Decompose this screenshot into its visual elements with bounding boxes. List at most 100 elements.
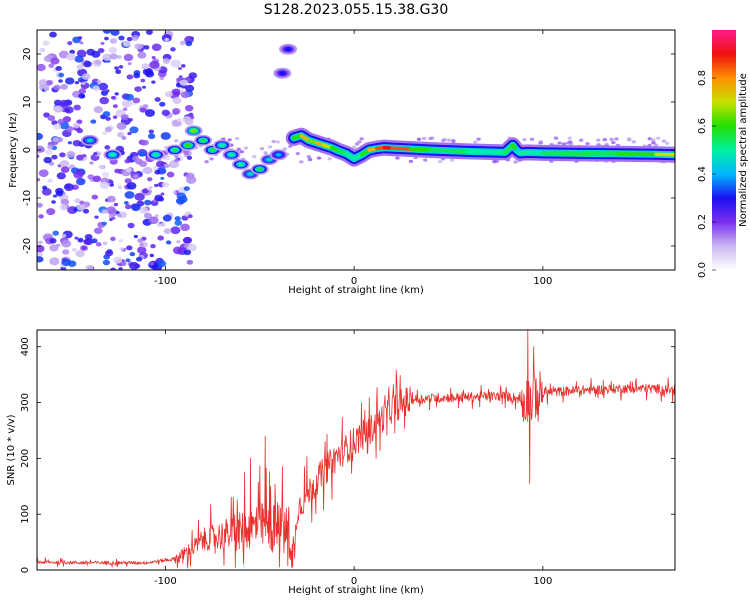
snr-series-line [37, 330, 675, 569]
spectrogram-speckle [105, 116, 111, 121]
spectrogram-speckle [168, 160, 180, 169]
spectrogram-halo [529, 137, 535, 141]
spectrogram-speckle [106, 195, 116, 203]
spectrogram-speckle [57, 118, 65, 125]
spectrogram-halo [204, 160, 209, 164]
spectrogram-speckle [182, 236, 192, 244]
spectrogram-speckle [141, 63, 150, 70]
spectrogram-speckle [66, 151, 76, 158]
spectrogram-halo [275, 140, 280, 144]
spectrogram-x-tick: 100 [533, 30, 552, 287]
spectrogram-speckle [187, 214, 193, 219]
spectrogram-y-tick-label: 0 [22, 147, 33, 153]
spectrogram-speckle [147, 133, 156, 140]
spectrogram-speckle [75, 250, 85, 258]
spectrogram-speckle [147, 177, 153, 182]
spectrogram-speckle [74, 55, 84, 63]
spectrogram-y-axis: -20 -10 0 10 20 [22, 48, 675, 254]
spectrogram-speckle [85, 264, 94, 270]
spectrogram-speckle [109, 38, 118, 44]
spectrogram-speckle [142, 188, 149, 194]
spectrogram-speckle [61, 258, 71, 266]
spectrogram-halo [476, 137, 481, 141]
spectrogram-speckle [136, 256, 143, 262]
spectrogram-speckle [114, 66, 119, 70]
spectrogram-speckle [186, 259, 194, 265]
spectrogram-halo [522, 137, 527, 142]
spectrogram-speckle [160, 222, 166, 227]
spectrogram-speckle [77, 237, 84, 243]
spectrogram-speckle [105, 89, 110, 93]
spectrogram-speckle [55, 65, 63, 72]
spectrogram-y-tick: -20 [22, 238, 675, 254]
spectrogram-speckle [136, 246, 147, 254]
spectrogram-speckle [65, 77, 75, 85]
spectrogram-speckle [59, 203, 68, 211]
spectrogram-speckle [142, 85, 147, 89]
spectrogram-halo [553, 136, 559, 140]
spectrogram-speckle [102, 241, 108, 246]
spectrogram-halo [626, 137, 632, 141]
spectrogram-speckle [76, 154, 84, 161]
spectrogram-speckle [154, 169, 161, 175]
spectrogram-speckle [129, 251, 136, 257]
spectrogram-speckle [59, 152, 66, 158]
spectrogram-halo [263, 151, 268, 155]
spectrogram-speckle [73, 208, 78, 212]
spectrogram-speckle [154, 194, 164, 202]
spectrogram-speckle [110, 236, 116, 242]
spectrogram-speckle [120, 114, 129, 121]
spectrogram-speckle [96, 79, 102, 84]
spectrogram-speckle [155, 160, 165, 168]
spectrogram-halo [423, 158, 428, 162]
spectrogram-halo [647, 137, 652, 141]
spectrogram-speckle [42, 185, 48, 190]
spectrogram-speckle [79, 79, 84, 83]
spectrogram-halo [451, 139, 456, 143]
spectrogram-halo [327, 157, 332, 161]
spectrogram-speckle [119, 247, 124, 251]
spectrogram-speckle [148, 216, 159, 225]
spectrogram-speckle [148, 186, 153, 190]
spectrogram-speckle [164, 91, 173, 98]
snr-plot-area [37, 330, 675, 569]
spectrogram-speckle [53, 123, 62, 130]
spectrogram-speckle [188, 72, 198, 79]
spectrogram-speckle [93, 227, 103, 235]
spectrogram-halo [656, 136, 661, 140]
spectrogram-halo [282, 147, 288, 151]
spectrogram-speckle [134, 192, 145, 201]
spectrogram-speckle [105, 250, 114, 257]
spectrogram-halo [209, 157, 214, 161]
spectrogram-speckle [178, 66, 182, 70]
spectrogram-speckle [102, 111, 111, 117]
spectrogram-speckle [184, 118, 194, 126]
spectrogram-speckle [93, 152, 98, 156]
spectrogram-speckle [94, 215, 99, 219]
spectrogram-halo [441, 139, 446, 143]
spectrogram-halo [661, 139, 667, 143]
spectrogram-speckle [56, 172, 66, 180]
spectrogram-speckle [82, 208, 90, 214]
spectrogram-halo [631, 140, 637, 144]
spectrogram-speckle [143, 166, 153, 175]
spectrogram-halo [557, 141, 562, 145]
spectrogram-cluster [273, 67, 292, 79]
spectrogram-speckle [58, 79, 63, 83]
spectrogram-speckle [55, 187, 64, 195]
spectrogram-speckle [42, 40, 50, 46]
spectrogram-halo [354, 142, 360, 146]
spectrogram-speckle [98, 82, 109, 91]
spectrogram-speckle [92, 175, 102, 183]
spectrogram-speckle [100, 41, 105, 45]
spectrogram-speckle [48, 63, 55, 68]
spectrogram-speckle [102, 131, 108, 136]
spectrogram-speckle [144, 199, 152, 206]
snr-y-label: SNR (10 * v/v) [6, 414, 17, 485]
spectrogram-speckle [129, 262, 140, 270]
spectrogram-speckle [122, 40, 131, 47]
spectrogram-speckle [143, 212, 152, 219]
snr-y-tick-label: 100 [20, 505, 31, 524]
spectrogram-speckle [109, 183, 115, 187]
